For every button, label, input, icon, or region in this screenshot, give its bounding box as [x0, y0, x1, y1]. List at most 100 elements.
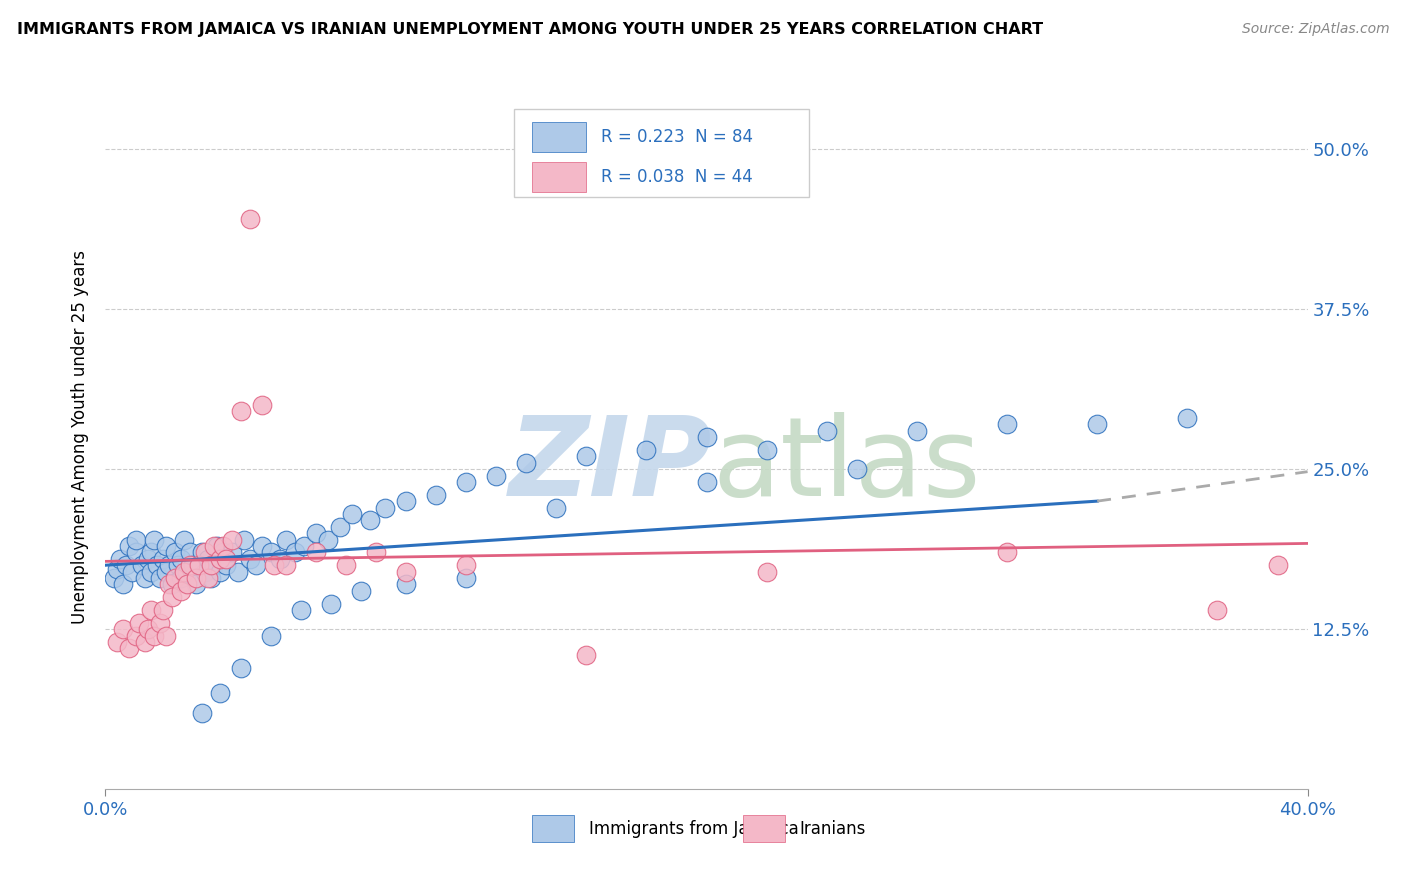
Point [136, 622, 159, 636]
Point [107, 562, 129, 576]
Point [142, 533, 165, 547]
Point [134, 635, 156, 649]
Point [160, 591, 183, 605]
Point [190, 706, 212, 720]
Point [208, 551, 231, 566]
Point [169, 571, 191, 585]
Point [575, 450, 598, 464]
Point [395, 565, 418, 579]
Point [136, 551, 159, 566]
Point [696, 430, 718, 444]
Point [284, 545, 307, 559]
Point [260, 629, 283, 643]
Point [157, 577, 180, 591]
Point [250, 398, 273, 412]
Point [107, 635, 129, 649]
FancyBboxPatch shape [515, 110, 808, 197]
Point [274, 533, 297, 547]
Point [290, 603, 312, 617]
Point [305, 545, 328, 559]
Point [456, 475, 478, 489]
Point [755, 442, 778, 457]
Point [169, 583, 191, 598]
Point [364, 545, 387, 559]
Point [142, 629, 165, 643]
Point [226, 565, 249, 579]
Text: Source: ZipAtlas.com: Source: ZipAtlas.com [1241, 22, 1389, 37]
Point [134, 571, 156, 585]
Point [197, 571, 219, 585]
Point [155, 565, 177, 579]
Point [239, 551, 262, 566]
Point [374, 500, 396, 515]
Point [211, 545, 233, 559]
Point [425, 488, 447, 502]
Point [221, 533, 243, 547]
Point [181, 558, 204, 573]
Point [190, 545, 212, 559]
Point [456, 558, 478, 573]
Point [205, 539, 228, 553]
Point [163, 545, 186, 559]
Point [395, 494, 418, 508]
Point [329, 520, 352, 534]
Point [232, 533, 254, 547]
Y-axis label: Unemployment Among Youth under 25 years: Unemployment Among Youth under 25 years [72, 250, 90, 624]
Point [202, 558, 225, 573]
Point [208, 565, 231, 579]
Point [160, 577, 183, 591]
Point [1267, 558, 1289, 573]
Point [546, 500, 568, 515]
Point [274, 558, 297, 573]
Point [163, 571, 186, 585]
Point [305, 526, 328, 541]
Point [815, 424, 838, 438]
Point [515, 456, 537, 470]
Point [148, 615, 170, 630]
Point [194, 545, 217, 559]
Point [239, 212, 262, 227]
Point [636, 442, 658, 457]
Point [250, 539, 273, 553]
Text: IMMIGRANTS FROM JAMAICA VS IRANIAN UNEMPLOYMENT AMONG YOUTH UNDER 25 YEARS CORRE: IMMIGRANTS FROM JAMAICA VS IRANIAN UNEMP… [17, 22, 1043, 37]
Point [179, 558, 201, 573]
Bar [533, 162, 586, 192]
Point [229, 661, 252, 675]
Point [121, 565, 143, 579]
Point [148, 571, 170, 585]
Point [1177, 410, 1199, 425]
Point [1206, 603, 1229, 617]
Point [124, 533, 146, 547]
Text: ZIP: ZIP [509, 412, 713, 519]
Point [179, 545, 201, 559]
Point [340, 507, 363, 521]
Point [200, 558, 222, 573]
Point [211, 539, 233, 553]
Point [197, 551, 219, 566]
Point [103, 571, 125, 585]
Point [260, 545, 283, 559]
Point [221, 545, 243, 559]
Point [350, 583, 373, 598]
Text: atlas: atlas [713, 412, 981, 519]
Point [128, 615, 150, 630]
Point [112, 577, 135, 591]
Point [124, 629, 146, 643]
Point [110, 551, 132, 566]
Point [139, 603, 162, 617]
Point [145, 558, 167, 573]
Point [155, 539, 177, 553]
Point [166, 558, 188, 573]
Point [359, 513, 381, 527]
Point [194, 565, 217, 579]
Point [335, 558, 357, 573]
Bar [533, 122, 586, 152]
Point [485, 468, 508, 483]
Point [995, 417, 1018, 432]
Point [173, 533, 195, 547]
Point [208, 686, 231, 700]
Point [245, 558, 267, 573]
Point [845, 462, 868, 476]
Point [157, 558, 180, 573]
Point [187, 558, 209, 573]
